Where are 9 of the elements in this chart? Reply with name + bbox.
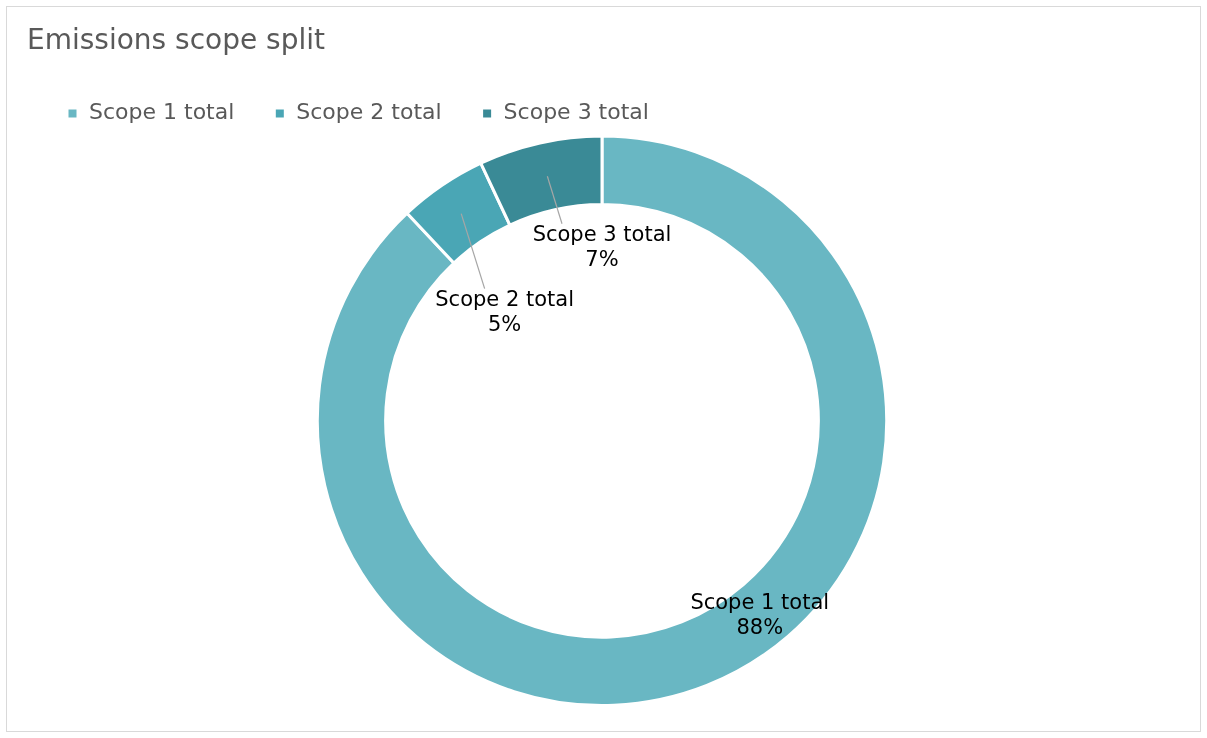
data-label: 7% — [585, 247, 619, 272]
legend-label: Scope 1 total — [89, 99, 235, 125]
data-label: 88% — [736, 614, 784, 639]
data-label: 5% — [487, 312, 522, 337]
legend-label: Scope 3 total — [503, 99, 649, 125]
slice-label: Scope 2 total — [435, 287, 574, 312]
chart-title: Emissions scope split — [27, 23, 325, 57]
slice-label: Scope 3 total — [532, 222, 672, 247]
legend-label: Scope 2 total — [296, 99, 442, 125]
